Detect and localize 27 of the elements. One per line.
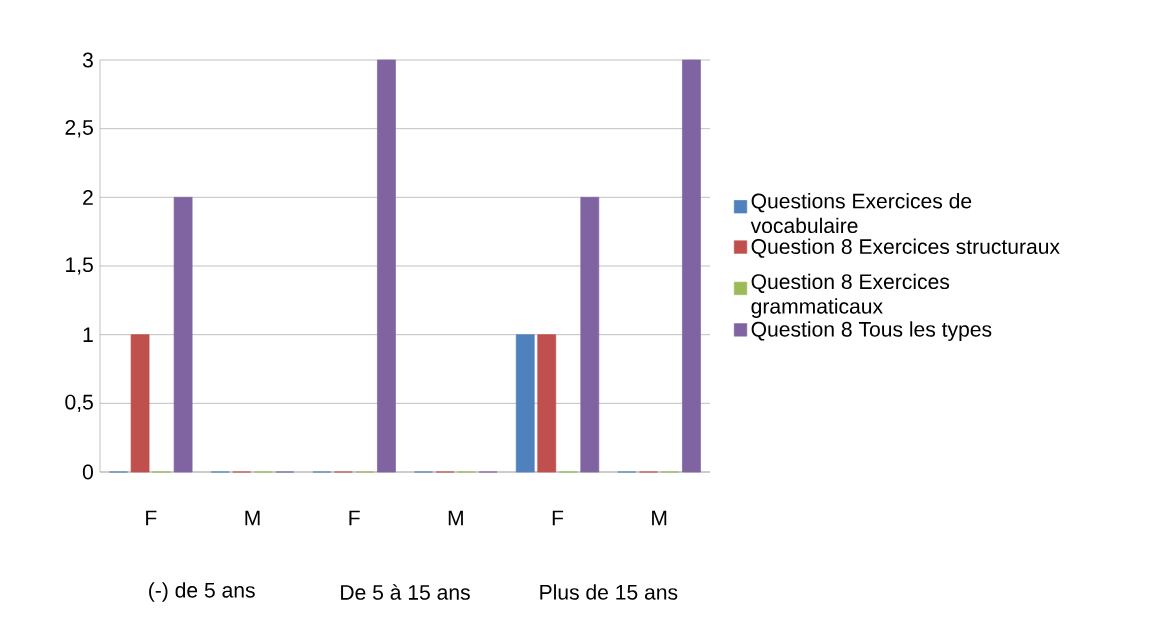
legend-label: Question 8 Tous les types (751, 321, 992, 341)
legend-label: Questions Exercices de vocabulaire (750, 193, 972, 234)
y-tick-label: 3 (82, 52, 93, 68)
bar (130, 334, 150, 473)
x-tick-label: M (245, 510, 260, 526)
y-tick-label: 0 (82, 464, 93, 480)
y-tick-label: 1,5 (66, 257, 93, 275)
text: (-) de 5 ans (149, 582, 255, 602)
bar (580, 196, 600, 473)
y-tick-label: 1 (83, 327, 93, 342)
y-tick-label: 0,5 (65, 394, 93, 413)
x-tick-label: M (448, 510, 463, 526)
x-tick-label: F (146, 510, 157, 526)
x-tick-label: M (652, 510, 667, 526)
y-tick-label: 2 (83, 189, 93, 205)
legend-label: Question 8 Exercices grammaticaux (751, 273, 950, 318)
text: De 5 à 15 ans (341, 584, 470, 600)
text: Plus de 15 ans (540, 584, 678, 600)
bar (537, 334, 557, 473)
y-tick-label: 2,5 (65, 119, 93, 138)
bar (377, 59, 396, 473)
x-tick-label: F (349, 510, 360, 526)
x-tick-label: F (552, 510, 564, 526)
bar (173, 196, 193, 473)
bar (682, 59, 701, 473)
legend-label: Question 8 Exercices structuraux (751, 238, 1060, 258)
bar (515, 334, 535, 473)
